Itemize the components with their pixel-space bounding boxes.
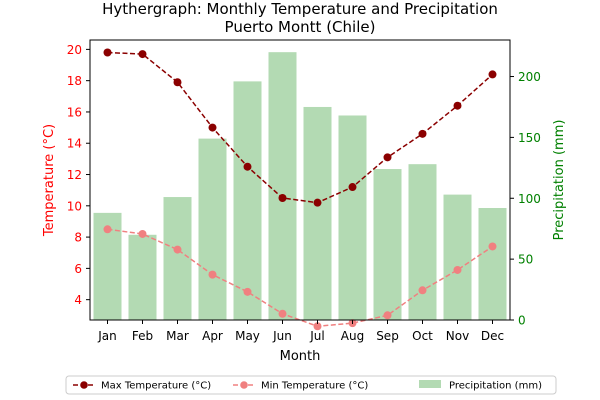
chart-title: Hythergraph: Monthly Temperature and Pre… bbox=[102, 0, 498, 18]
max-temperature-point-nov bbox=[453, 101, 462, 110]
min-temperature-point-jan bbox=[103, 225, 112, 234]
temperature-lines bbox=[103, 48, 497, 331]
max-temperature-point-jan bbox=[103, 48, 112, 57]
min-temperature-point-mar bbox=[173, 245, 182, 254]
right-tick-label-100: 100 bbox=[518, 192, 541, 206]
min-temperature-point-jul bbox=[313, 322, 322, 331]
max-temperature-line bbox=[107, 51, 493, 204]
legend-entry-min: Min Temperature (°C) bbox=[233, 381, 368, 392]
legend-min-label: Min Temperature (°C) bbox=[261, 381, 368, 392]
max-temperature-point-may bbox=[243, 162, 252, 171]
left-temperature-axis: 4 6 8 10 12 14 16 18 20 bbox=[67, 43, 90, 307]
min-temperature-line bbox=[107, 228, 493, 328]
min-temperature-point-apr bbox=[208, 270, 217, 279]
left-tick-label-12: 12 bbox=[67, 168, 82, 182]
min-temperature-point-sep bbox=[383, 311, 392, 320]
max-temperature-point-aug bbox=[348, 183, 357, 192]
legend-max-label: Max Temperature (°C) bbox=[101, 381, 211, 392]
x-tick-label-jan: Jan bbox=[97, 329, 117, 343]
precipitation-bar-oct bbox=[408, 164, 437, 320]
legend-min-marker bbox=[240, 381, 248, 389]
x-tick-label-nov: Nov bbox=[446, 329, 469, 343]
precipitation-bar-dec bbox=[478, 208, 507, 320]
precipitation-bar-sep bbox=[373, 169, 402, 320]
right-tick-label-150: 150 bbox=[518, 131, 541, 145]
min-temperature-point-dec bbox=[488, 242, 497, 251]
left-tick-label-20: 20 bbox=[67, 43, 82, 57]
x-tick-label-feb: Feb bbox=[132, 329, 153, 343]
legend: Max Temperature (°C) Min Temperature (°C… bbox=[65, 375, 557, 395]
max-temperature-point-jun bbox=[278, 193, 287, 202]
left-tick-label-14: 14 bbox=[67, 137, 82, 151]
precipitation-bar-nov bbox=[443, 194, 472, 320]
chart-subtitle: Puerto Montt (Chile) bbox=[225, 18, 376, 36]
left-tick-label-10: 10 bbox=[67, 199, 82, 213]
max-temperature-point-feb bbox=[138, 50, 147, 59]
left-tick-label-16: 16 bbox=[67, 105, 82, 119]
left-tick-label-6: 6 bbox=[74, 262, 82, 276]
precipitation-bar-jul bbox=[303, 106, 332, 321]
precipitation-bar-may bbox=[233, 81, 262, 321]
plot-frame bbox=[89, 39, 511, 321]
precipitation-bar-aug bbox=[338, 115, 367, 320]
max-temperature-point-sep bbox=[383, 153, 392, 162]
legend-precip-swatch bbox=[419, 380, 441, 388]
legend-precip-label: Precipitation (mm) bbox=[449, 381, 542, 392]
legend-entry-precip: Precipitation (mm) bbox=[419, 380, 542, 392]
right-precipitation-axis: 0 50 100 150 200 bbox=[510, 70, 541, 328]
month-axis: Jan Feb Mar Apr May Jun Jul Aug Sep Oct Nov Dec bbox=[97, 320, 504, 343]
precipitation-bar-apr bbox=[198, 138, 227, 320]
precipitation-bar-feb bbox=[128, 234, 157, 320]
right-axis-label: Precipitation (mm) bbox=[552, 120, 567, 241]
x-tick-label-may: May bbox=[235, 329, 260, 343]
x-tick-label-aug: Aug bbox=[341, 329, 364, 343]
precipitation-bars bbox=[93, 52, 507, 321]
max-temperature-point-mar bbox=[173, 78, 182, 87]
max-temperature-point-apr bbox=[208, 123, 217, 132]
precipitation-bar-mar bbox=[163, 197, 192, 320]
legend-entry-max: Max Temperature (°C) bbox=[73, 381, 211, 392]
right-tick-label-200: 200 bbox=[518, 70, 541, 84]
x-tick-label-oct: Oct bbox=[412, 329, 433, 343]
x-tick-label-mar: Mar bbox=[166, 329, 189, 343]
x-tick-label-dec: Dec bbox=[481, 329, 504, 343]
x-tick-label-jul: Jul bbox=[309, 329, 324, 343]
left-tick-label-18: 18 bbox=[67, 74, 82, 88]
legend-max-marker bbox=[80, 381, 88, 389]
min-temperature-point-jun bbox=[278, 309, 287, 318]
x-tick-label-jun: Jun bbox=[272, 329, 292, 343]
x-tick-label-apr: Apr bbox=[202, 329, 223, 343]
right-tick-label-50: 50 bbox=[518, 253, 533, 267]
left-axis-label: Temperature (°C) bbox=[42, 124, 57, 237]
max-temperature-point-dec bbox=[488, 70, 497, 79]
left-tick-label-8: 8 bbox=[74, 231, 82, 245]
min-temperature-point-feb bbox=[138, 229, 147, 238]
precipitation-bar-jun bbox=[268, 52, 297, 320]
max-temperature-point-jul bbox=[313, 198, 322, 207]
min-temperature-point-nov bbox=[453, 265, 462, 274]
min-temperature-point-oct bbox=[418, 286, 427, 295]
x-tick-label-sep: Sep bbox=[376, 329, 399, 343]
right-tick-label-0: 0 bbox=[518, 314, 526, 328]
left-tick-label-4: 4 bbox=[74, 293, 82, 307]
max-temperature-point-oct bbox=[418, 129, 427, 138]
min-temperature-point-may bbox=[243, 287, 252, 296]
x-axis-label: Month bbox=[280, 349, 321, 364]
